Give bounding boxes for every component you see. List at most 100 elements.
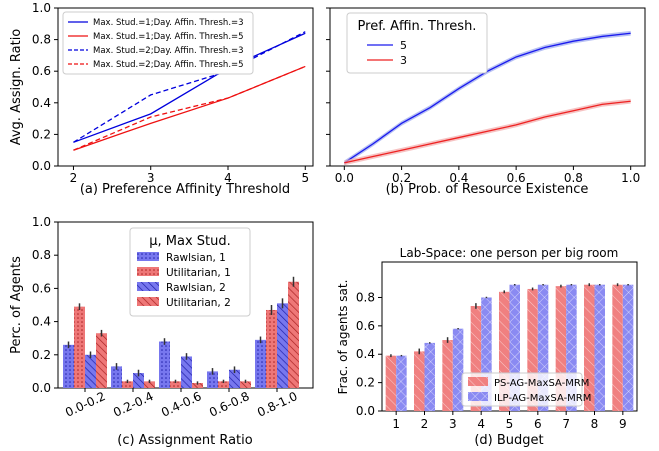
panel-a-ytick-label: 0.6	[32, 64, 51, 78]
panel-d-bar	[622, 284, 634, 411]
panel-c-ytick-label: 0.0	[32, 381, 51, 395]
panel-d-xtick-label: 6	[534, 417, 542, 431]
panel-c-ylabel: Perc. of Agents	[9, 256, 24, 354]
panel-d-ytick-label: 0.4	[356, 347, 375, 361]
panel-c-legend-swatch	[137, 282, 159, 291]
panel-d-xtick-label: 4	[477, 417, 485, 431]
panel-d-legend-swatch	[468, 392, 488, 401]
panel-c-bar	[207, 371, 218, 388]
panel-a-legend-label: Max. Stud.=2;Day. Affin. Thresh.=5	[93, 60, 244, 70]
panel-d-bar	[414, 351, 425, 411]
panel-b-xtick-label: 0.2	[392, 171, 411, 185]
panel-a-legend-box	[62, 11, 254, 75]
panel-c-xlabel: (c) Assignment Ratio	[117, 433, 253, 448]
panel-b-series-line-1	[343, 32, 631, 164]
panel-c-bar	[288, 281, 299, 388]
panel-d-xtick-label: 2	[421, 417, 429, 431]
panel-a-xtick-label: 4	[224, 171, 232, 185]
panel-c-bar	[74, 306, 85, 388]
panel-b-legend-title: Pref. Affin. Thresh.	[358, 19, 477, 34]
panel-c-bar	[266, 309, 277, 388]
panel-c-xtick-label: 0.8-1.0	[255, 389, 299, 420]
panel-c-ytick-label: 0.4	[32, 315, 51, 329]
panel-d-bar	[527, 288, 538, 411]
panel-c-xtick-label: 0.2-0.4	[111, 389, 155, 420]
panel-d-xtick-label: 5	[506, 417, 514, 431]
panel-d-bar	[509, 284, 520, 411]
panel-c-ytick-label: 0.6	[32, 281, 51, 295]
panel-b-xtick-label: 0.0	[335, 171, 354, 185]
panel-d-ytick-label: 0.8	[356, 290, 375, 304]
panel-b-confidence-band-2	[344, 98, 631, 166]
panel-d-legend-label: PS-AG-MaxSA-MRM	[494, 378, 589, 389]
panel-d-bar	[396, 355, 407, 411]
panel-c-bar	[144, 381, 155, 388]
panel-a-ylabel: Avg. Assign. Ratio	[9, 29, 24, 146]
panel-b-legend-label: 3	[400, 54, 407, 67]
panel-c-legend-title: μ, Max Stud.	[149, 234, 231, 249]
panel-d-xtick-label: 1	[392, 417, 400, 431]
panel-b-legend-box	[346, 12, 488, 74]
panel-a-xtick-label: 2	[70, 171, 78, 185]
panel-c-bar	[85, 354, 96, 388]
panel-d-ytick-label: 0.2	[356, 376, 375, 390]
panel-a-series-line-4	[73, 65, 306, 151]
panel-c-legend-label: Utilitarian, 1	[166, 267, 231, 279]
panel-c-xtick-label: 0.0-0.2	[63, 389, 107, 420]
panel-d-legend-swatch	[468, 377, 488, 386]
panel-c-bar	[170, 381, 181, 388]
panel-c-legend-label: Rawlsian, 2	[166, 282, 226, 294]
panel-a-xtick-label: 5	[301, 171, 309, 185]
panel-b-legend-label: 5	[400, 39, 407, 52]
panel-b-axes-frame	[329, 7, 646, 167]
panel-b-series-line-2	[344, 100, 631, 164]
panel-a-series-line-1	[73, 32, 306, 143]
panel-b-xtick-label: 1.0	[621, 171, 640, 185]
panel-c-bar	[229, 369, 240, 388]
panel-c-legend-swatch	[137, 297, 159, 306]
panel-a-ytick-label: 0.0	[32, 159, 51, 173]
panel-c-bar	[192, 383, 203, 388]
panel-d-bar	[594, 284, 605, 411]
panel-d-bar	[385, 355, 397, 411]
panel-d-xtick-label: 8	[591, 417, 599, 431]
panel-d-bar	[452, 328, 464, 411]
panel-a-xlabel: (a) Preference Affinity Threshold	[80, 182, 290, 197]
panel-c-legend-swatch	[137, 252, 159, 261]
panel-c-legend-swatch	[137, 267, 159, 276]
panel-d-bar	[499, 291, 510, 411]
panel-a-legend-label: Max. Stud.=2;Day. Affin. Thresh.=3	[93, 46, 244, 56]
panel-a-ytick-label: 0.2	[32, 127, 51, 141]
panel-c: 0.0 0.2 0.4 0.6 0.8 1.0 0.0-0.2 0.2-0.4 0.4-0.6…	[9, 215, 314, 448]
panel-c-bar	[218, 381, 229, 388]
panel-d-bar	[470, 305, 482, 411]
panel-d-bar	[537, 284, 549, 411]
panel-d-title: Lab-Space: one person per big room	[400, 246, 619, 260]
panel-d-xtick-label: 7	[562, 417, 570, 431]
panel-c-legend-label: Utilitarian, 2	[166, 297, 231, 309]
panel-d-bar	[612, 284, 623, 411]
panel-d-xtick-label: 9	[619, 417, 627, 431]
panel-c-bar	[111, 366, 122, 388]
panel-a: 0.0 0.2 0.4 0.6 0.8 1.0 2 3 4 5 Max. Stud.=1;Day…	[9, 1, 314, 197]
panel-c-xtick-label: 0.6-0.8	[207, 389, 251, 420]
panel-a-xtick-label: 3	[147, 171, 155, 185]
panel-d-bar	[481, 297, 492, 411]
panel-c-xtick-label: 0.4-0.6	[159, 389, 203, 420]
panel-d-bar	[442, 340, 453, 411]
panel-b-xtick-label: 0.6	[507, 171, 526, 185]
panel-d-bar	[584, 284, 595, 411]
panel-a-series-line-2	[73, 65, 306, 151]
panel-c-ytick-label: 0.2	[32, 348, 51, 362]
panel-a-series-line-3	[73, 31, 306, 143]
panel-a-legend-label: Max. Stud.=1;Day. Affin. Thresh.=5	[93, 32, 244, 42]
panel-b-xtick-label: 0.4	[449, 171, 468, 185]
panel-d-ylabel: Frac. of agents sat.	[336, 280, 350, 395]
panel-a-ytick-label: 0.8	[32, 33, 51, 47]
panel-a-axes-frame	[57, 7, 314, 167]
panel-d-bar	[424, 342, 435, 411]
panel-c-bar	[181, 356, 192, 388]
panel-d-ytick-label: 0.0	[356, 404, 375, 418]
panel-d-legend-box	[461, 372, 583, 407]
panel-c-bar	[255, 339, 266, 388]
